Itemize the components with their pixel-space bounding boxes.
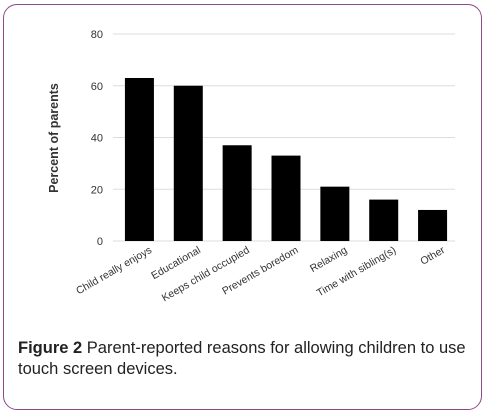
y-tick-label: 80 [91,29,103,41]
y-tick-label: 0 [97,236,103,248]
bar-3 [271,155,301,241]
bar-0 [124,77,154,241]
bars [124,77,448,241]
bar-4 [320,186,350,241]
figure-caption: Figure 2 Parent-reported reasons for all… [18,338,468,380]
caption-label: Figure 2 [18,339,83,357]
caption-text: Parent-reported reasons for allowing chi… [18,339,466,378]
bar-1 [173,85,203,241]
bar-5 [369,199,399,241]
y-axis-label: Percent of parents [47,83,61,193]
y-tick-label: 60 [91,81,103,93]
bar-2 [222,145,252,241]
y-tick-label: 40 [91,133,103,145]
y-tick-label: 20 [91,184,103,196]
x-tick-label: Child really enjoys [74,244,154,297]
y-axis-ticks: 0 20 40 60 80 [91,29,103,248]
x-tick-label: Keeps child occupied [160,244,252,304]
x-tick-label: Other [418,244,447,268]
x-tick-label: Relaxing [308,244,350,275]
bar-6 [418,209,448,241]
